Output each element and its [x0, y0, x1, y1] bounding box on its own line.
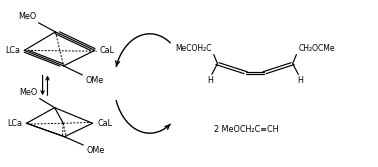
Text: OMe: OMe — [86, 146, 104, 155]
Text: CaL: CaL — [97, 119, 112, 128]
Text: 2 MeOCH₂C≡CH: 2 MeOCH₂C≡CH — [214, 125, 278, 134]
Text: CaL: CaL — [99, 46, 114, 55]
Text: H: H — [297, 76, 303, 85]
Text: MeO: MeO — [19, 88, 38, 97]
Text: LCa: LCa — [7, 119, 22, 128]
Text: MeO: MeO — [19, 12, 37, 21]
Text: OMe: OMe — [85, 76, 104, 85]
Text: MeCOH₂C: MeCOH₂C — [175, 44, 212, 53]
Text: H: H — [207, 76, 213, 85]
Text: LCa: LCa — [5, 46, 20, 55]
Text: CH₂OCMe: CH₂OCMe — [298, 44, 335, 53]
